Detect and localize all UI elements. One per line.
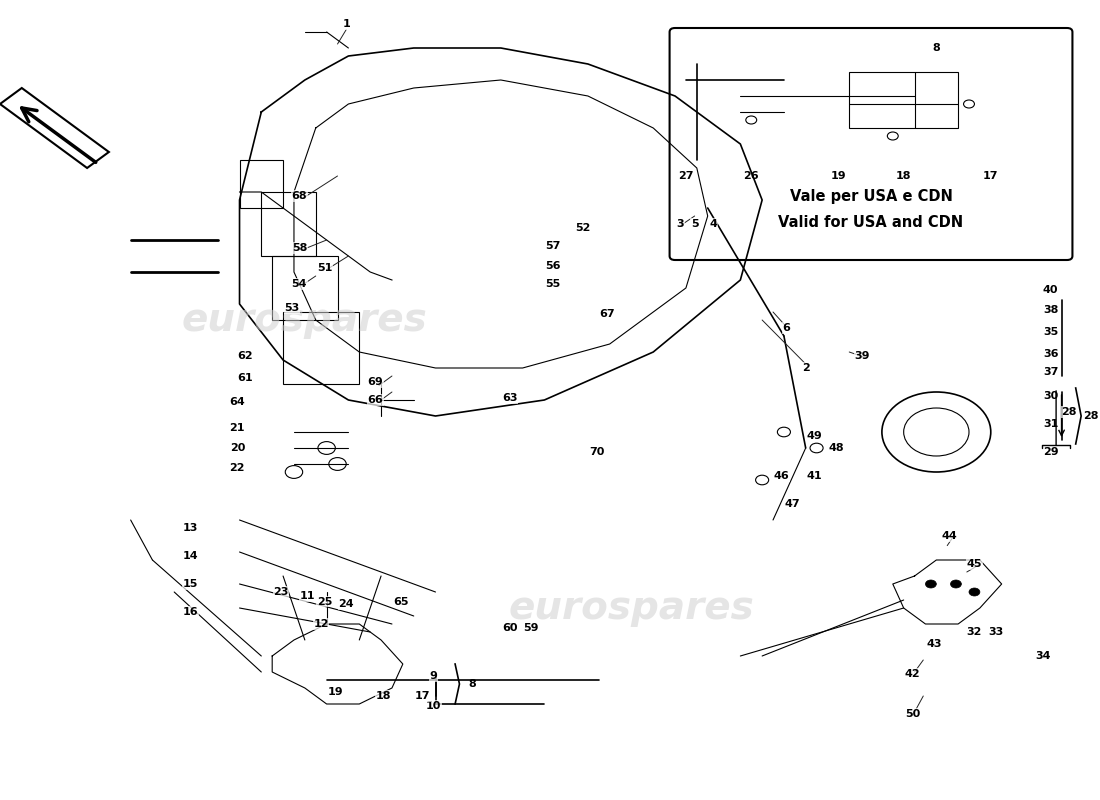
Text: 64: 64 bbox=[230, 397, 245, 406]
Text: 47: 47 bbox=[784, 499, 801, 509]
Text: 20: 20 bbox=[230, 443, 245, 453]
Text: Valid for USA and CDN: Valid for USA and CDN bbox=[779, 215, 964, 230]
Text: 43: 43 bbox=[926, 639, 942, 649]
Text: 29: 29 bbox=[1043, 447, 1058, 457]
Text: 32: 32 bbox=[967, 627, 982, 637]
Text: 60: 60 bbox=[502, 623, 517, 633]
Bar bbox=[240, 160, 283, 208]
Text: 6: 6 bbox=[782, 323, 790, 333]
Text: 59: 59 bbox=[524, 623, 539, 633]
Text: 30: 30 bbox=[1043, 391, 1058, 401]
Circle shape bbox=[969, 588, 980, 596]
Text: 14: 14 bbox=[183, 551, 198, 561]
Text: 8: 8 bbox=[933, 43, 940, 53]
Text: 66: 66 bbox=[367, 395, 384, 405]
Text: 17: 17 bbox=[415, 691, 430, 701]
Text: 44: 44 bbox=[942, 531, 957, 541]
Bar bbox=[262, 192, 316, 256]
Text: 1: 1 bbox=[342, 19, 350, 29]
Text: 8: 8 bbox=[469, 679, 476, 689]
Text: 21: 21 bbox=[230, 423, 245, 433]
Text: 23: 23 bbox=[273, 587, 288, 597]
Text: 3: 3 bbox=[676, 219, 684, 229]
Text: 26: 26 bbox=[744, 171, 759, 181]
Text: 18: 18 bbox=[375, 691, 390, 701]
Bar bbox=[849, 72, 958, 128]
Text: 22: 22 bbox=[230, 463, 245, 473]
Text: 39: 39 bbox=[855, 351, 870, 361]
Text: 17: 17 bbox=[983, 171, 999, 181]
Text: 42: 42 bbox=[904, 669, 921, 678]
Text: 15: 15 bbox=[183, 579, 198, 589]
Text: 38: 38 bbox=[1043, 306, 1058, 315]
Text: 7: 7 bbox=[506, 623, 514, 633]
Text: 18: 18 bbox=[895, 171, 912, 181]
Text: 10: 10 bbox=[426, 701, 441, 710]
Text: 48: 48 bbox=[828, 443, 844, 453]
Text: 69: 69 bbox=[367, 378, 384, 387]
Text: 55: 55 bbox=[546, 279, 561, 289]
Text: 58: 58 bbox=[292, 243, 307, 253]
Text: 19: 19 bbox=[328, 687, 343, 697]
Text: eurospares: eurospares bbox=[182, 301, 428, 339]
Text: 2: 2 bbox=[802, 363, 810, 373]
Text: 37: 37 bbox=[1043, 367, 1058, 377]
FancyBboxPatch shape bbox=[670, 28, 1072, 260]
Text: 53: 53 bbox=[284, 303, 299, 313]
Text: eurospares: eurospares bbox=[508, 589, 755, 627]
Text: 31: 31 bbox=[1043, 419, 1058, 429]
Text: 56: 56 bbox=[546, 261, 561, 270]
Circle shape bbox=[950, 580, 961, 588]
Text: 41: 41 bbox=[806, 471, 822, 481]
Polygon shape bbox=[0, 88, 109, 168]
Text: 36: 36 bbox=[1043, 349, 1058, 358]
Text: 28: 28 bbox=[1084, 411, 1099, 421]
Text: 61: 61 bbox=[238, 373, 253, 382]
Text: 50: 50 bbox=[905, 709, 920, 718]
Bar bbox=[272, 256, 338, 320]
Text: 67: 67 bbox=[600, 309, 615, 318]
Text: 63: 63 bbox=[502, 394, 517, 403]
Text: 51: 51 bbox=[317, 263, 332, 273]
Text: 54: 54 bbox=[292, 279, 307, 289]
Text: 40: 40 bbox=[1043, 285, 1058, 294]
Text: 5: 5 bbox=[691, 219, 698, 229]
Text: 4: 4 bbox=[710, 219, 717, 229]
Text: 57: 57 bbox=[546, 242, 561, 251]
Text: 11: 11 bbox=[299, 591, 315, 601]
Text: 62: 62 bbox=[238, 351, 253, 361]
Text: 52: 52 bbox=[575, 223, 591, 233]
Text: 24: 24 bbox=[339, 599, 354, 609]
Text: 45: 45 bbox=[967, 559, 982, 569]
Text: 27: 27 bbox=[679, 171, 694, 181]
Text: 34: 34 bbox=[1035, 651, 1050, 661]
Text: 9: 9 bbox=[429, 671, 438, 681]
Text: 12: 12 bbox=[314, 619, 329, 629]
Text: 68: 68 bbox=[292, 191, 307, 201]
Text: 25: 25 bbox=[317, 597, 332, 606]
Text: 19: 19 bbox=[830, 171, 846, 181]
Text: 33: 33 bbox=[989, 627, 1004, 637]
Text: 46: 46 bbox=[774, 471, 790, 481]
Text: 16: 16 bbox=[183, 607, 198, 617]
Text: 28: 28 bbox=[1062, 407, 1077, 417]
Text: 49: 49 bbox=[806, 431, 823, 441]
Text: 35: 35 bbox=[1043, 327, 1058, 337]
Text: Vale per USA e CDN: Vale per USA e CDN bbox=[790, 189, 953, 203]
Text: 13: 13 bbox=[183, 523, 198, 533]
Bar bbox=[283, 312, 360, 384]
Circle shape bbox=[925, 580, 936, 588]
Text: 70: 70 bbox=[588, 447, 604, 457]
Text: 65: 65 bbox=[393, 597, 408, 606]
